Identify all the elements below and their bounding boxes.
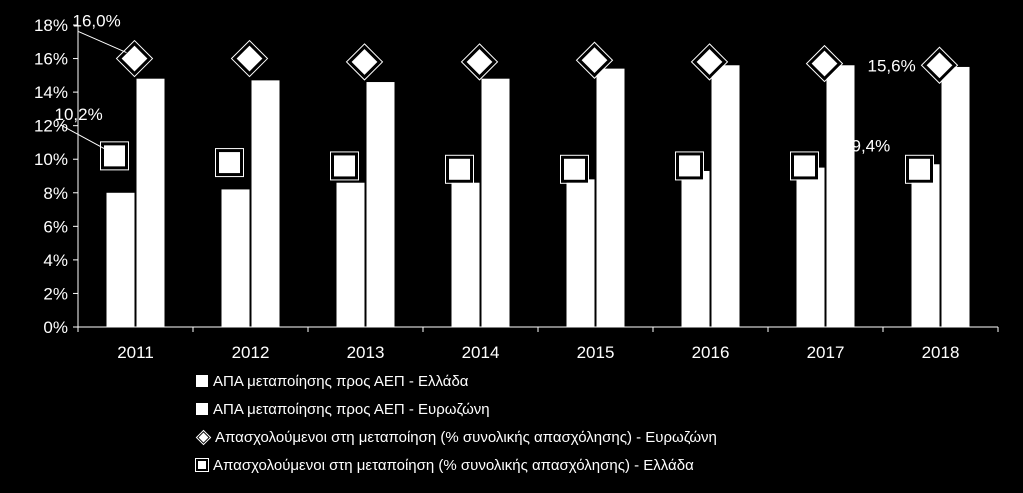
marker-diamond-eurozone-employment: [577, 43, 612, 78]
marker-diamond-outline: [690, 43, 729, 81]
bar-eurozone-gva: [481, 78, 510, 327]
x-tick-label: 2011: [117, 343, 154, 362]
square-marker-icon: [195, 458, 209, 472]
bar-greece-gva: [451, 182, 480, 327]
bar-eurozone-gva: [826, 65, 855, 328]
bar-eurozone-gva: [136, 78, 165, 327]
data-label: 10,2%: [55, 105, 103, 124]
marker-square-greece-employment: [791, 152, 818, 180]
marker-square-outline: [675, 151, 704, 181]
data-label: 15,6%: [868, 56, 916, 75]
legend-entry-greece-gva: ΑΠΑ μεταποίησης προς ΑΕΠ - Ελλάδα: [196, 367, 717, 395]
marker-square-outline: [790, 151, 819, 181]
bar-greece-gva: [566, 179, 595, 327]
marker-square-greece-employment: [676, 152, 703, 180]
x-tick-label: 2017: [807, 343, 845, 362]
marker-diamond-eurozone-employment: [117, 41, 152, 76]
y-tick-label: 2%: [43, 284, 68, 303]
y-tick-label: 8%: [43, 184, 68, 203]
marker-square-outline: [560, 154, 589, 184]
diamond-marker-icon: [195, 429, 212, 445]
marker-diamond-outline: [345, 43, 384, 81]
marker-diamond-outline: [230, 39, 269, 78]
marker-square-outline: [100, 141, 129, 171]
legend: ΑΠΑ μεταποίησης προς ΑΕΠ - Ελλάδα ΑΠΑ με…: [195, 367, 717, 479]
x-tick-label: 2018: [922, 343, 960, 362]
legend-entry-eurozone-employment: Απασχολούμενοι στη μεταποίηση (% συνολικ…: [195, 423, 717, 451]
marker-diamond-eurozone-employment: [807, 46, 842, 81]
marker-diamond-eurozone-employment: [922, 48, 957, 83]
y-tick-label: 16%: [34, 50, 68, 69]
legend-label: Απασχολούμενοι στη μεταποίηση (% συνολικ…: [213, 456, 694, 474]
marker-square-greece-employment: [216, 149, 243, 177]
marker-square-outline: [215, 148, 244, 178]
y-tick-label: 6%: [43, 217, 68, 236]
bar-greece-gva: [106, 192, 135, 327]
bar-eurozone-gva: [366, 82, 395, 328]
marker-square-greece-employment: [446, 155, 473, 183]
bar-eurozone-gva: [711, 65, 740, 328]
marker-diamond-outline: [920, 46, 959, 84]
data-label: 9,4%: [852, 136, 891, 155]
marker-diamond-outline: [115, 39, 154, 78]
marker-diamond-eurozone-employment: [232, 41, 267, 76]
marker-diamond-eurozone-employment: [462, 44, 497, 80]
legend-label: ΑΠΑ μεταποίησης προς ΑΕΠ - Ελλάδα: [213, 372, 469, 390]
x-tick-label: 2014: [462, 343, 500, 362]
marker-square-greece-employment: [331, 152, 358, 180]
y-tick-label: 10%: [34, 150, 68, 169]
x-tick-label: 2013: [347, 343, 385, 362]
bar-greece-gva: [336, 182, 365, 327]
data-label-leader-line: [60, 124, 107, 151]
bar-eurozone-gva: [251, 80, 280, 327]
bar-swatch-icon: [196, 403, 208, 415]
marker-square-greece-employment: [561, 155, 588, 183]
data-label-leader-line: [78, 31, 127, 54]
x-tick-label: 2015: [577, 343, 615, 362]
marker-square-outline: [330, 151, 359, 181]
x-tick-label: 2016: [692, 343, 730, 362]
marker-diamond-eurozone-employment: [347, 44, 382, 80]
y-tick-label: 18%: [34, 16, 68, 35]
marker-square-greece-employment: [906, 155, 933, 183]
marker-diamond-outline: [460, 43, 499, 81]
y-tick-label: 14%: [34, 83, 68, 102]
marker-square-greece-employment: [101, 142, 128, 170]
y-tick-label: 12%: [34, 117, 68, 136]
y-tick-label: 4%: [43, 251, 68, 270]
bar-greece-gva: [911, 164, 940, 327]
x-tick-label: 2012: [232, 343, 270, 362]
bar-greece-gva: [221, 189, 250, 327]
marker-square-outline: [445, 154, 474, 184]
legend-entry-greece-employment: Απασχολούμενοι στη μεταποίηση (% συνολικ…: [195, 451, 717, 479]
data-label: 16,0%: [73, 12, 121, 31]
marker-diamond-outline: [805, 44, 844, 83]
legend-label: ΑΠΑ μεταποίησης προς ΑΕΠ - Ευρωζώνη: [213, 400, 490, 418]
bar-greece-gva: [796, 167, 825, 327]
bar-eurozone-gva: [941, 66, 970, 327]
legend-label: Απασχολούμενοι στη μεταποίηση (% συνολικ…: [215, 428, 717, 446]
marker-diamond-outline: [575, 41, 614, 79]
marker-diamond-eurozone-employment: [692, 44, 727, 80]
bar-swatch-icon: [196, 375, 208, 387]
y-tick-label: 0%: [43, 318, 68, 337]
bar-eurozone-gva: [596, 68, 625, 327]
bar-greece-gva: [681, 170, 710, 327]
marker-square-outline: [905, 154, 934, 184]
legend-entry-eurozone-gva: ΑΠΑ μεταποίησης προς ΑΕΠ - Ευρωζώνη: [196, 395, 717, 423]
